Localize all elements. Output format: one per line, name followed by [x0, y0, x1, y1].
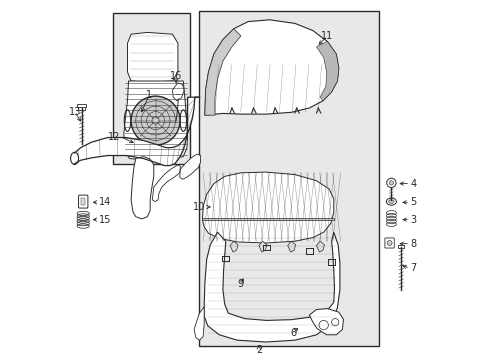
Polygon shape	[316, 41, 338, 101]
Polygon shape	[204, 20, 338, 115]
FancyBboxPatch shape	[78, 105, 85, 110]
Text: 3: 3	[409, 215, 415, 225]
Polygon shape	[309, 309, 343, 335]
Text: 16: 16	[170, 71, 182, 81]
Polygon shape	[202, 172, 333, 243]
Ellipse shape	[388, 200, 393, 203]
Polygon shape	[123, 81, 187, 160]
Polygon shape	[179, 154, 200, 179]
Text: 9: 9	[237, 279, 244, 289]
FancyBboxPatch shape	[113, 13, 190, 164]
Polygon shape	[75, 97, 199, 166]
Polygon shape	[172, 83, 183, 101]
Circle shape	[388, 181, 393, 185]
FancyBboxPatch shape	[77, 104, 86, 107]
Text: 14: 14	[99, 197, 111, 207]
FancyBboxPatch shape	[81, 198, 85, 205]
Polygon shape	[131, 157, 153, 219]
Circle shape	[331, 319, 338, 326]
Polygon shape	[316, 241, 324, 252]
Polygon shape	[202, 218, 333, 220]
Text: 7: 7	[409, 263, 415, 273]
Text: 5: 5	[409, 197, 415, 207]
Text: 6: 6	[289, 328, 296, 338]
Polygon shape	[127, 32, 178, 82]
Text: 15: 15	[99, 215, 111, 225]
Text: 11: 11	[321, 31, 333, 41]
Text: 12: 12	[108, 132, 120, 142]
Circle shape	[318, 320, 328, 330]
FancyBboxPatch shape	[397, 245, 403, 248]
Circle shape	[386, 178, 395, 188]
Ellipse shape	[386, 198, 396, 205]
Polygon shape	[204, 29, 241, 115]
FancyBboxPatch shape	[384, 238, 393, 248]
Polygon shape	[258, 241, 266, 252]
Text: 13: 13	[68, 107, 81, 117]
FancyBboxPatch shape	[199, 11, 379, 346]
Text: 1: 1	[146, 90, 152, 100]
Text: 4: 4	[409, 179, 415, 189]
Text: 2: 2	[255, 345, 262, 355]
Polygon shape	[287, 241, 295, 252]
Polygon shape	[194, 307, 204, 340]
Ellipse shape	[70, 152, 79, 165]
Polygon shape	[152, 165, 180, 202]
Polygon shape	[204, 232, 339, 342]
Circle shape	[131, 96, 180, 145]
Circle shape	[386, 240, 391, 246]
Text: 10: 10	[192, 202, 204, 212]
Text: 8: 8	[409, 239, 415, 249]
FancyBboxPatch shape	[79, 195, 88, 208]
Polygon shape	[230, 241, 238, 252]
